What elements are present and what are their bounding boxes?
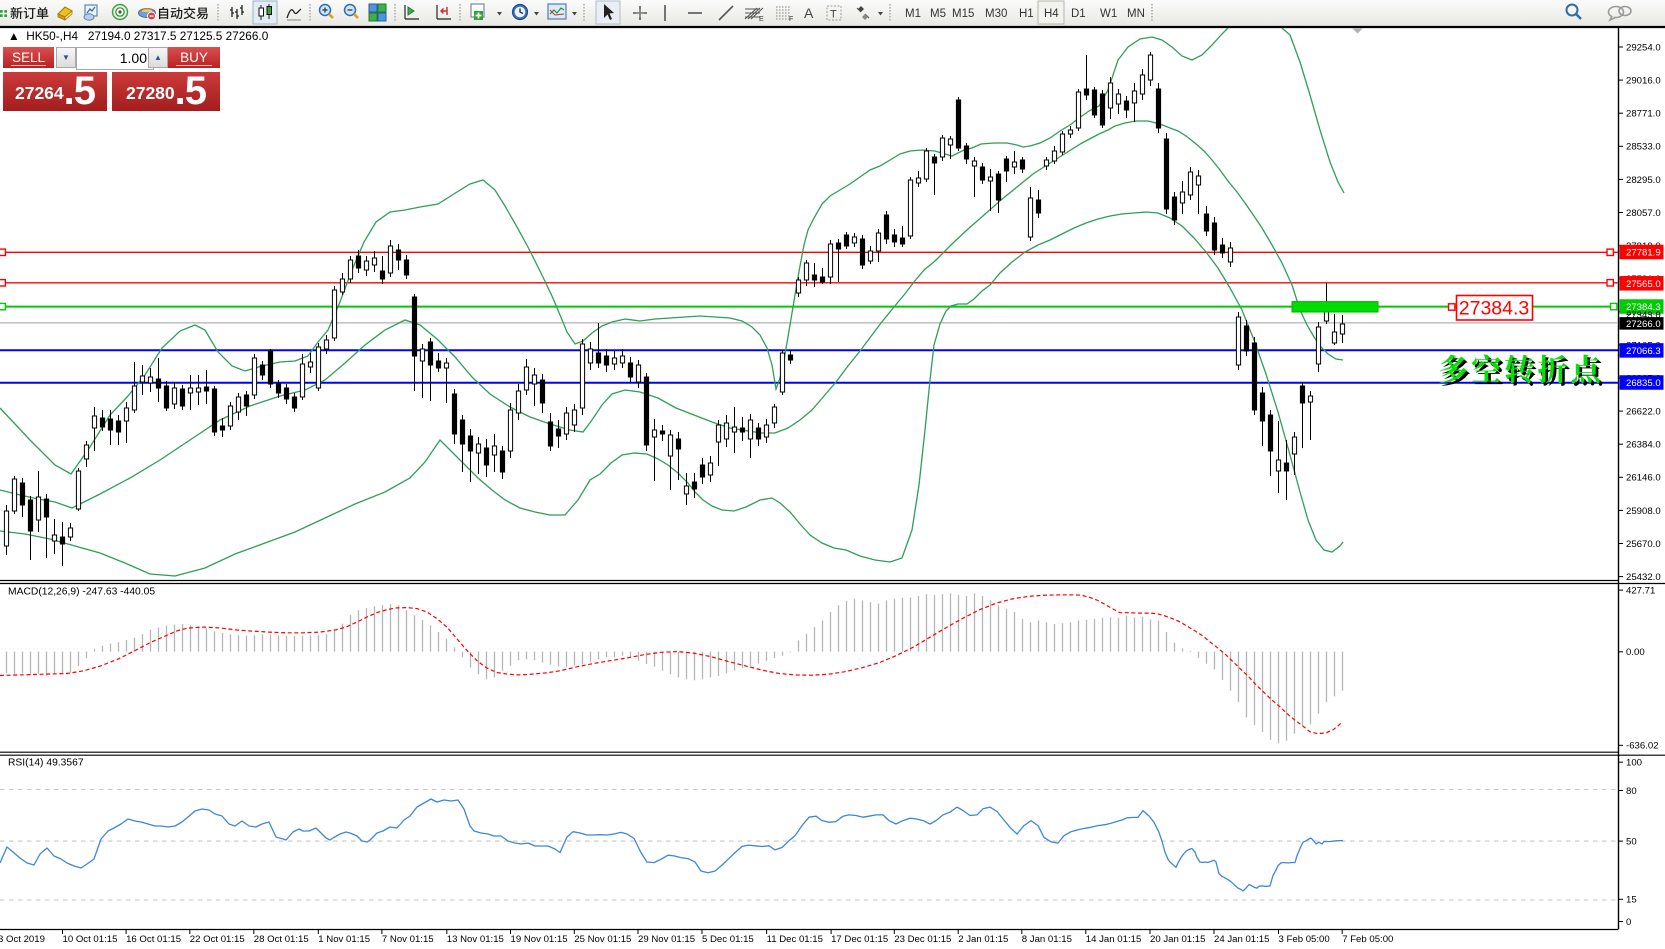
svg-text:RSI(14) 49.3567: RSI(14) 49.3567	[8, 758, 84, 769]
svg-text:26835.0: 26835.0	[1626, 378, 1661, 389]
svg-text:26384.0: 26384.0	[1626, 440, 1661, 451]
svg-text:16 Oct 01:15: 16 Oct 01:15	[126, 934, 181, 945]
svg-text:E: E	[759, 16, 764, 23]
svg-text:F: F	[789, 16, 793, 23]
svg-text:22 Oct 01:15: 22 Oct 01:15	[190, 934, 245, 945]
svg-text:28771.0: 28771.0	[1626, 109, 1661, 120]
svg-text:-636.02: -636.02	[1626, 741, 1659, 752]
svg-text:0: 0	[1626, 917, 1631, 928]
svg-text:29016.0: 29016.0	[1626, 76, 1661, 87]
svg-text:28057.0: 28057.0	[1626, 208, 1661, 219]
svg-text:D1: D1	[1071, 8, 1086, 20]
svg-text:25432.0: 25432.0	[1626, 572, 1661, 583]
svg-text:A: A	[804, 5, 814, 21]
svg-text:8 Jan 01:15: 8 Jan 01:15	[1022, 934, 1072, 945]
svg-text:27781.9: 27781.9	[1626, 248, 1661, 259]
svg-text:W1: W1	[1100, 8, 1117, 20]
svg-text:MACD(12,26,9) -247.63 -440.05: MACD(12,26,9) -247.63 -440.05	[8, 587, 155, 598]
svg-text:27384.3: 27384.3	[1626, 302, 1661, 313]
svg-text:5 Dec 01:15: 5 Dec 01:15	[702, 934, 754, 945]
svg-text:25908.0: 25908.0	[1626, 506, 1661, 517]
svg-text:27266.0: 27266.0	[1626, 319, 1661, 330]
svg-text:27565.0: 27565.0	[1626, 279, 1661, 290]
svg-text:7 Nov 01:15: 7 Nov 01:15	[382, 934, 434, 945]
svg-text:26622.0: 26622.0	[1626, 407, 1661, 418]
svg-text:14 Jan 01:15: 14 Jan 01:15	[1086, 934, 1141, 945]
svg-text:3 Oct 2019: 3 Oct 2019	[0, 934, 45, 945]
svg-text:15: 15	[1626, 895, 1637, 906]
svg-text:28 Oct 01:15: 28 Oct 01:15	[254, 934, 309, 945]
svg-text:11 Dec 01:15: 11 Dec 01:15	[767, 934, 823, 945]
svg-text:23 Dec 01:15: 23 Dec 01:15	[894, 934, 951, 945]
svg-text:80: 80	[1626, 786, 1637, 797]
svg-text:H4: H4	[1044, 8, 1059, 20]
svg-text:28533.0: 28533.0	[1626, 142, 1661, 153]
svg-text:3 Feb 05:00: 3 Feb 05:00	[1279, 934, 1330, 945]
svg-text:427.71: 427.71	[1626, 586, 1655, 597]
svg-text:1 Nov 01:15: 1 Nov 01:15	[318, 934, 370, 945]
svg-text:26146.0: 26146.0	[1626, 473, 1661, 484]
svg-text:13 Nov 01:15: 13 Nov 01:15	[447, 934, 504, 945]
svg-text:19 Nov 01:15: 19 Nov 01:15	[511, 934, 568, 945]
svg-text:27066.3: 27066.3	[1626, 346, 1661, 357]
svg-text:7 Feb 05:00: 7 Feb 05:00	[1342, 934, 1393, 945]
svg-text:T: T	[830, 9, 837, 21]
svg-text:10 Oct 01:15: 10 Oct 01:15	[63, 934, 118, 945]
svg-text:17 Dec 01:15: 17 Dec 01:15	[831, 934, 888, 945]
svg-text:2 Jan 01:15: 2 Jan 01:15	[958, 934, 1008, 945]
svg-text:H1: H1	[1019, 8, 1034, 20]
svg-text:25670.0: 25670.0	[1626, 539, 1661, 550]
svg-text:M1: M1	[905, 8, 921, 20]
svg-text:28295.0: 28295.0	[1626, 175, 1661, 186]
svg-text:M30: M30	[985, 8, 1007, 20]
svg-text:M15: M15	[952, 8, 974, 20]
svg-text:24 Jan 01:15: 24 Jan 01:15	[1214, 934, 1269, 945]
svg-text:M5: M5	[930, 8, 946, 20]
svg-text:29254.0: 29254.0	[1626, 42, 1661, 53]
svg-text:0.00: 0.00	[1626, 647, 1645, 658]
svg-text:50: 50	[1626, 837, 1637, 848]
svg-text:100: 100	[1626, 758, 1642, 769]
svg-text:27384.3: 27384.3	[1459, 298, 1530, 320]
svg-text:MN: MN	[1127, 8, 1145, 20]
svg-text:27343.0: 27343.0	[1626, 310, 1661, 321]
svg-text:29 Nov 01:15: 29 Nov 01:15	[638, 934, 695, 945]
svg-text:20 Jan 01:15: 20 Jan 01:15	[1150, 934, 1205, 945]
svg-text:25 Nov 01:15: 25 Nov 01:15	[574, 934, 631, 945]
